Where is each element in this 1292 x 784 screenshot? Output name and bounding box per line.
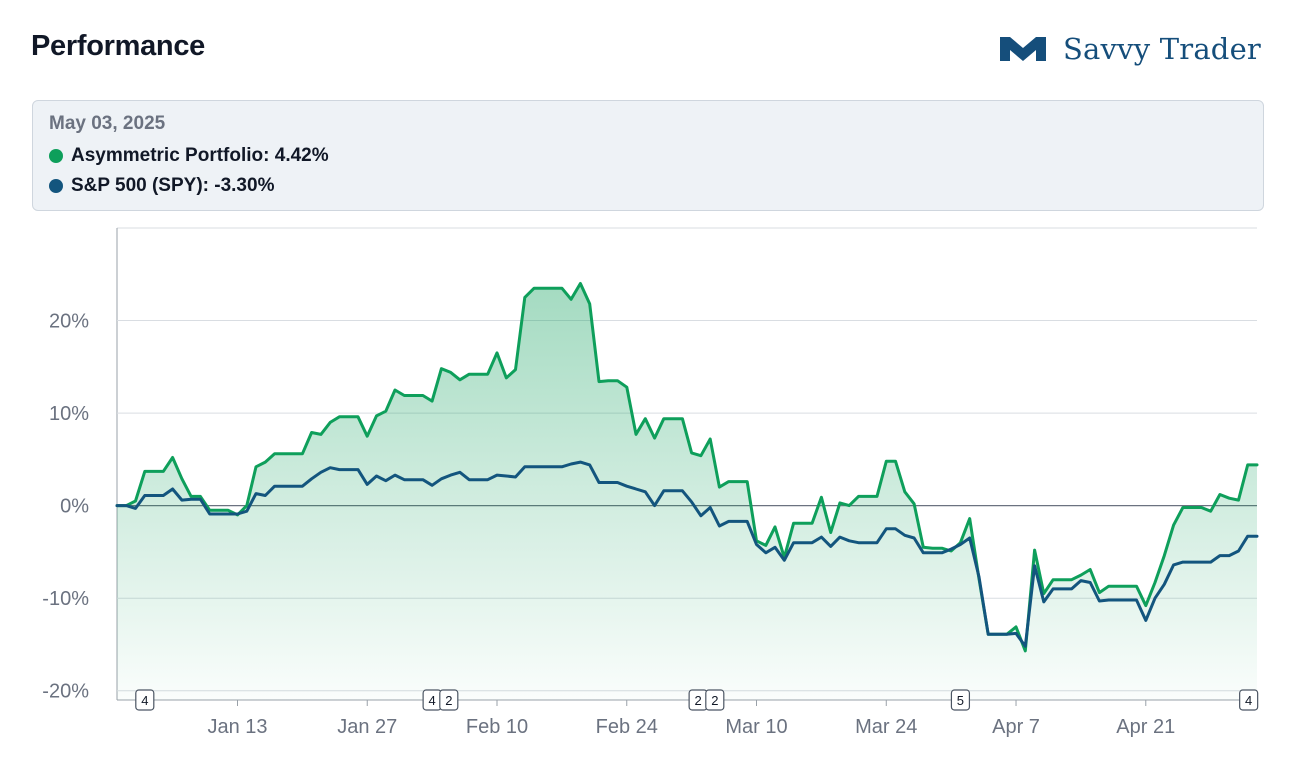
tooltip-spy-value: S&P 500 (SPY): -3.30% bbox=[71, 175, 275, 196]
y-tick-label: -20% bbox=[42, 681, 89, 703]
spy-line bbox=[115, 460, 1259, 648]
tooltip-portfolio-value: Asymmetric Portfolio: 4.42% bbox=[71, 145, 329, 166]
event-marker-label: 4 bbox=[1245, 693, 1252, 708]
tooltip-date: May 03, 2025 bbox=[49, 113, 166, 134]
x-tick-label: Mar 24 bbox=[855, 716, 917, 738]
portfolio-dot-icon bbox=[49, 149, 63, 163]
spy-dot-icon bbox=[49, 179, 63, 193]
portfolio-area bbox=[117, 283, 1257, 700]
event-marker-label: 4 bbox=[141, 693, 148, 708]
page-title: Performance bbox=[31, 30, 205, 62]
brand-name: Savvy Trader bbox=[1062, 32, 1261, 66]
event-marker: 4 bbox=[135, 689, 155, 711]
x-tick-label: Feb 24 bbox=[596, 716, 658, 738]
y-tick-label: 10% bbox=[49, 403, 89, 425]
savvy-trader-logo-icon bbox=[999, 37, 1046, 61]
x-tick-label: Jan 13 bbox=[207, 716, 267, 738]
event-marker: 4 bbox=[1239, 689, 1259, 711]
event-marker: 4 bbox=[422, 689, 442, 711]
y-tick-label: 20% bbox=[49, 311, 89, 333]
x-tick-label: Apr 7 bbox=[992, 716, 1040, 738]
x-tick-label: Feb 10 bbox=[466, 716, 528, 738]
tooltip-row-portfolio: Asymmetric Portfolio: 4.42% bbox=[49, 145, 1247, 167]
event-marker-box bbox=[135, 689, 155, 711]
event-marker-label: 2 bbox=[445, 693, 452, 708]
event-marker-box bbox=[1239, 689, 1259, 711]
event-marker-box bbox=[439, 689, 459, 711]
x-tick-label: Mar 10 bbox=[725, 716, 787, 738]
performance-chart[interactable]: 20% 10% 0% -10% -20% Jan 13 Jan 27 Feb 10 Feb 24… bbox=[0, 220, 1292, 784]
portfolio-line bbox=[115, 282, 1259, 653]
event-marker-box bbox=[705, 689, 725, 711]
event-marker: 2 bbox=[705, 689, 725, 711]
tooltip-row-spy: S&P 500 (SPY): -3.30% bbox=[49, 175, 1247, 197]
event-marker-label: 2 bbox=[711, 693, 718, 708]
event-marker-box bbox=[950, 689, 971, 711]
x-tick-label: Jan 27 bbox=[337, 716, 397, 738]
event-marker-label: 2 bbox=[695, 693, 702, 708]
event-marker: 2 bbox=[688, 689, 708, 711]
event-marker-label: 5 bbox=[957, 693, 964, 708]
y-tick-label: -10% bbox=[42, 588, 89, 610]
x-tick-label: Apr 21 bbox=[1116, 716, 1175, 738]
event-marker-label: 4 bbox=[429, 693, 436, 708]
brand-logo[interactable]: Savvy Trader bbox=[995, 29, 1261, 69]
y-tick-label: 0% bbox=[60, 496, 89, 518]
event-marker: 5 bbox=[950, 689, 971, 711]
event-marker: 2 bbox=[439, 689, 459, 711]
chart-tooltip: May 03, 2025 Asymmetric Portfolio: 4.42%… bbox=[32, 100, 1264, 211]
